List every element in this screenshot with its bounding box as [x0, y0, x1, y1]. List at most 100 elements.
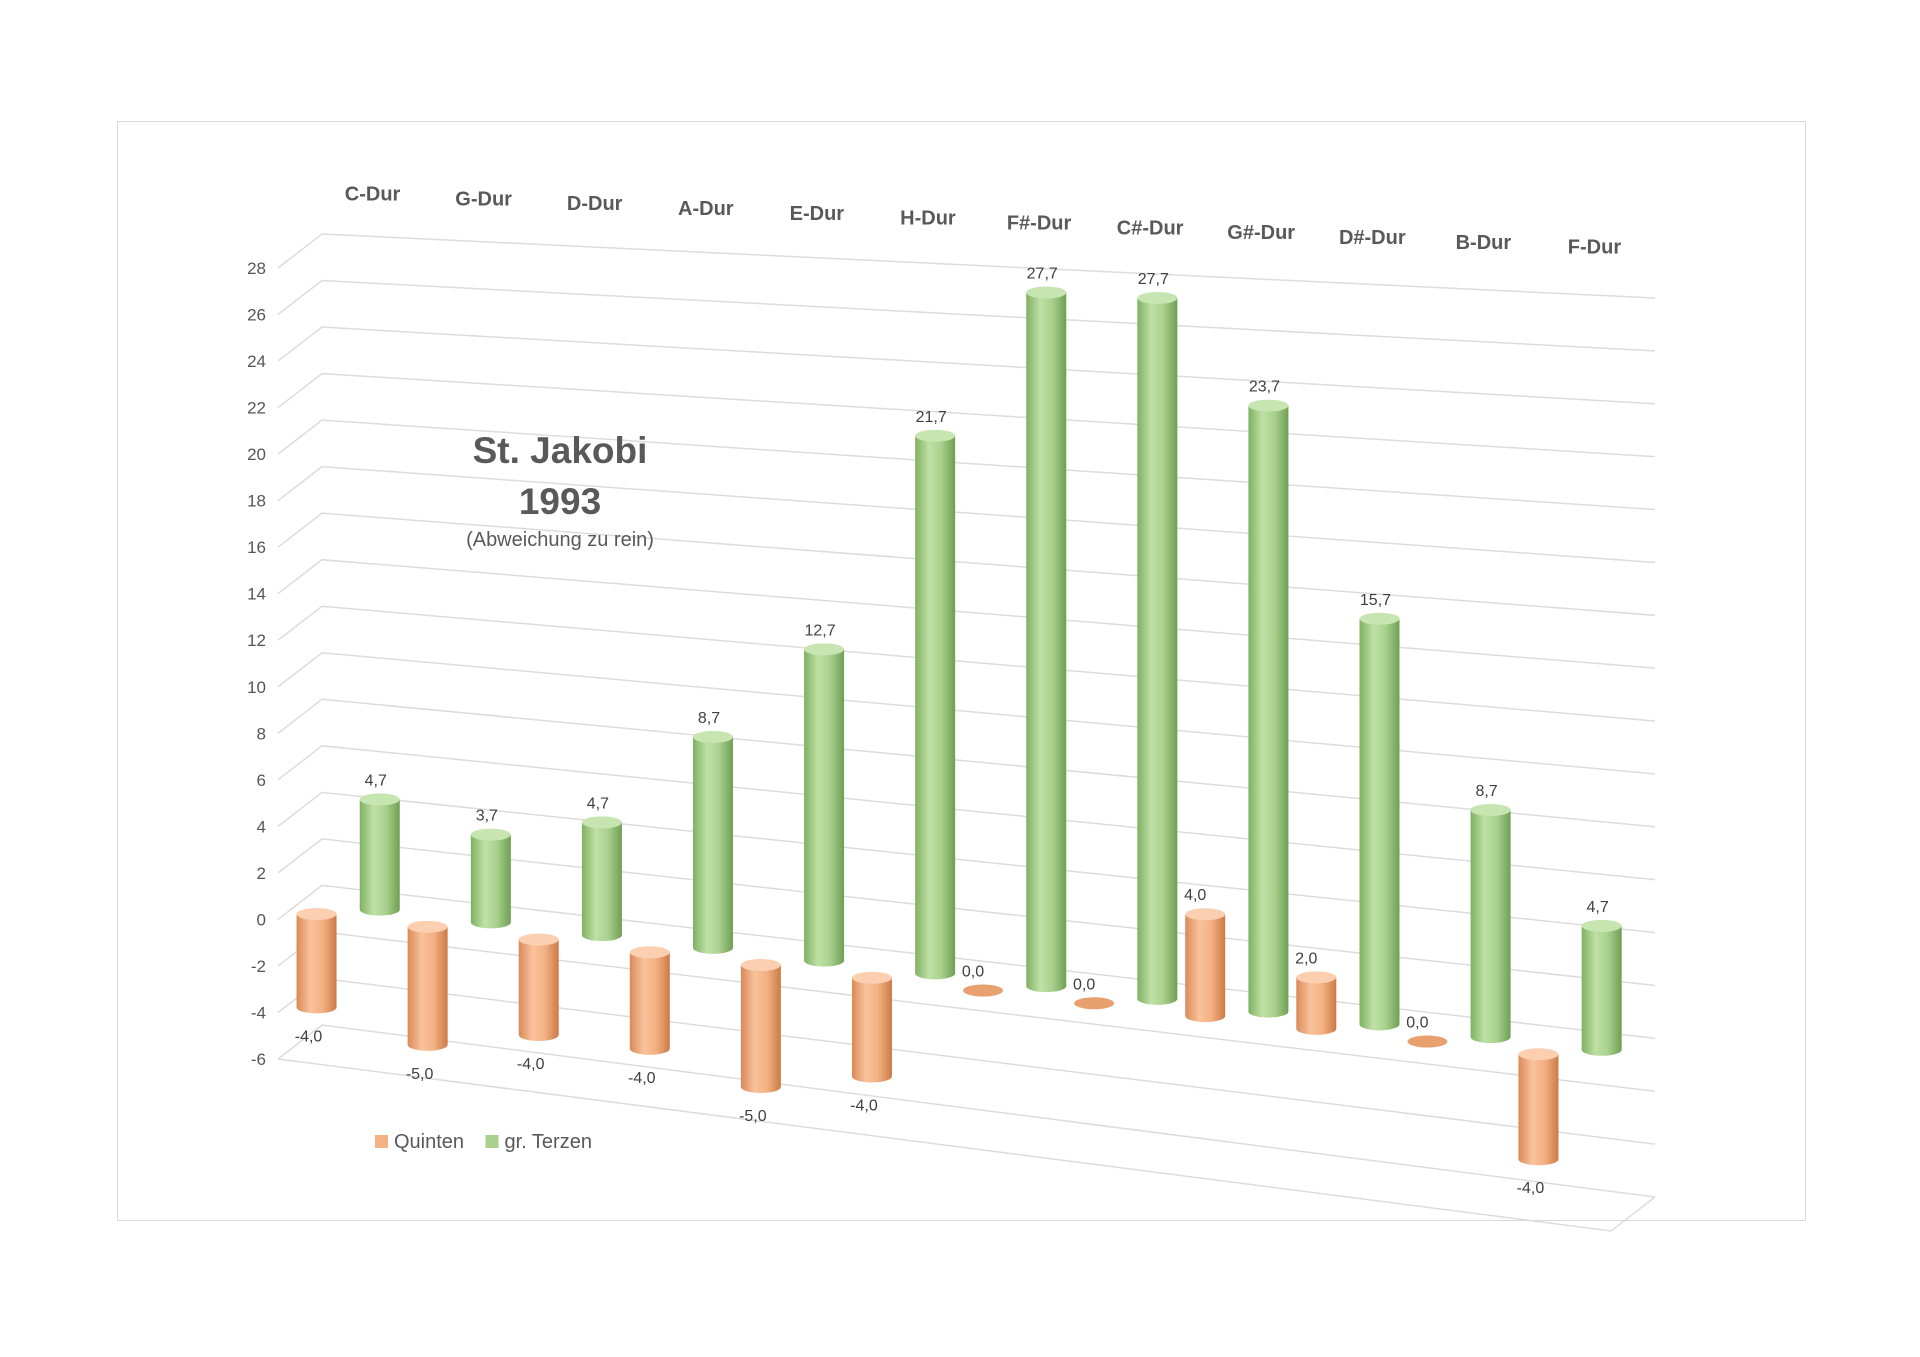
cylinder-gr-terzen-body — [1581, 925, 1622, 1056]
gridline — [277, 279, 1656, 352]
cylinder-quinten-body — [296, 914, 337, 1014]
cylinder-quinten-body — [851, 977, 892, 1083]
data-label-gr-terzen: 27,7 — [1027, 266, 1058, 283]
plot-series — [296, 286, 1622, 1166]
cylinder-quinten — [1296, 971, 1337, 1035]
data-label-gr-terzen: 4,7 — [587, 795, 609, 812]
chart-title-block: St. Jakobi 1993 (Abweichung zu rein) — [466, 430, 654, 551]
data-label-quinten: 0,0 — [962, 964, 984, 981]
cylinder-gr-terzen-body — [804, 649, 845, 967]
cylinder-quinten-body — [1185, 914, 1226, 1023]
cylinder-gr-terzen-body — [1026, 292, 1067, 993]
category-label: D-Dur — [567, 193, 623, 215]
cylinder-gr-terzen-body — [1137, 297, 1178, 1005]
gridline — [277, 372, 1656, 458]
legend-swatch — [375, 1135, 388, 1148]
cylinder-gr-terzen — [1248, 399, 1289, 1018]
category-label: F-Dur — [1568, 237, 1622, 259]
y-tick-label: 8 — [257, 724, 266, 743]
cylinder-gr-terzen-top — [915, 429, 956, 442]
cylinder-gr-terzen — [1137, 291, 1178, 1005]
data-label-quinten: -5,0 — [406, 1066, 434, 1083]
cylinder-quinten — [1185, 908, 1226, 1023]
category-label: G-Dur — [455, 188, 512, 210]
y-tick-label: 20 — [247, 445, 266, 464]
cylinder-gr-terzen — [359, 793, 400, 916]
cylinder-gr-terzen-top — [1470, 804, 1511, 817]
data-label-quinten: -4,0 — [517, 1056, 545, 1073]
cylinder-quinten-top — [407, 920, 448, 933]
cylinder-quinten — [407, 920, 448, 1051]
category-label: C#-Dur — [1117, 217, 1184, 239]
chart-note: (Abweichung zu rein) — [466, 529, 654, 551]
cylinder-gr-terzen-top — [692, 730, 733, 743]
y-tick-label: 4 — [257, 817, 266, 836]
category-label: D#-Dur — [1339, 227, 1406, 249]
category-label: G#-Dur — [1227, 222, 1295, 244]
y-tick-label: -6 — [251, 1050, 266, 1069]
data-label-gr-terzen: 8,7 — [698, 710, 720, 727]
gridline — [277, 791, 1656, 934]
cylinder-gr-terzen-top — [581, 816, 622, 829]
cylinder-gr-terzen — [1470, 804, 1511, 1044]
y-tick-label: 14 — [247, 585, 266, 604]
data-label-gr-terzen: 21,7 — [916, 409, 947, 426]
cylinder-quinten-body — [1296, 977, 1337, 1035]
y-tick-label: 22 — [247, 399, 266, 418]
category-label: F#-Dur — [1007, 212, 1072, 234]
y-tick-label: 28 — [247, 259, 266, 278]
y-tick-label: 16 — [247, 538, 266, 557]
cylinder-quinten-flat — [1407, 1035, 1448, 1048]
gridline — [277, 465, 1656, 564]
cylinder-quinten-flat — [963, 984, 1004, 997]
floor-edge — [277, 1058, 1656, 1232]
gridline — [277, 977, 1656, 1145]
legend-label: Quinten — [394, 1131, 464, 1153]
cylinder-gr-terzen-body — [1470, 810, 1511, 1044]
cylinder-gr-terzen — [804, 643, 845, 967]
chart-area — [117, 121, 1806, 1221]
cylinder-quinten-top — [1296, 971, 1337, 984]
cylinder-gr-terzen-top — [1137, 291, 1178, 304]
cylinder-gr-terzen — [470, 828, 511, 929]
cylinder-gr-terzen-top — [1248, 399, 1289, 412]
cylinder-gr-terzen-body — [359, 799, 400, 916]
gridline — [277, 931, 1656, 1092]
cylinder-gr-terzen-body — [1248, 405, 1289, 1018]
data-label-quinten: -4,0 — [1517, 1180, 1545, 1197]
cylinder-quinten-top — [740, 959, 781, 972]
gridline — [277, 651, 1656, 775]
y-tick-label: 24 — [247, 352, 266, 371]
cylinder-quinten-body — [407, 926, 448, 1051]
data-label-gr-terzen: 4,7 — [1587, 899, 1609, 916]
data-label-quinten: 2,0 — [1295, 950, 1317, 967]
cylinder-quinten — [851, 971, 892, 1083]
data-label-gr-terzen: 27,7 — [1138, 271, 1169, 288]
cylinder-quinten — [629, 946, 670, 1055]
data-label-quinten: 4,0 — [1184, 887, 1206, 904]
cylinder-quinten-top — [851, 971, 892, 984]
gridline — [277, 745, 1656, 881]
cylinder-quinten — [296, 908, 337, 1014]
y-tick-label: 2 — [257, 864, 266, 883]
data-label-gr-terzen: 3,7 — [476, 808, 498, 825]
cylinder-gr-terzen — [692, 730, 733, 954]
cylinder-gr-terzen-body — [915, 435, 956, 980]
cylinder-gr-terzen — [581, 816, 622, 942]
data-label-gr-terzen: 12,7 — [805, 622, 836, 639]
gridline — [277, 233, 1656, 299]
legend-swatch — [485, 1135, 499, 1148]
cylinder-quinten-body — [1518, 1054, 1559, 1166]
cylinder-gr-terzen — [1581, 919, 1622, 1056]
category-label: H-Dur — [900, 208, 956, 230]
cylinder-gr-terzen-top — [470, 828, 511, 841]
data-label-quinten: -5,0 — [739, 1108, 767, 1125]
data-label-quinten: 0,0 — [1406, 1015, 1428, 1032]
cylinder-quinten-body — [518, 939, 559, 1042]
cylinder-gr-terzen-top — [1581, 919, 1622, 932]
data-label-quinten: -4,0 — [628, 1070, 656, 1087]
cylinder-quinten-top — [629, 946, 670, 959]
cylinder-gr-terzen-top — [804, 643, 845, 656]
